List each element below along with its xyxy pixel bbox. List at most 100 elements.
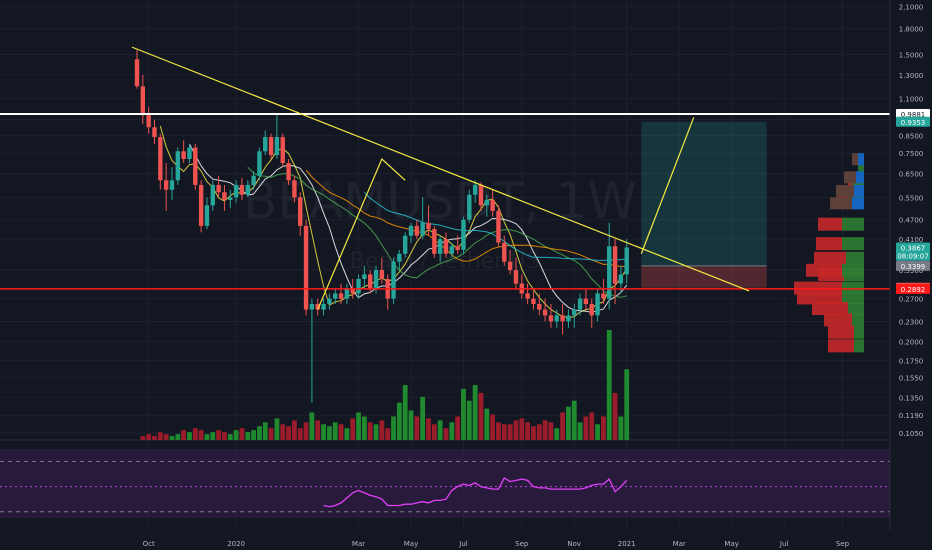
volume-bar [601,416,606,440]
vp-row-buy [846,251,864,265]
price-tick-label: 0.6500 [899,171,924,179]
candle-body [222,192,227,200]
candle-body [531,298,536,304]
drawings[interactable] [0,46,890,310]
time-tick-label: May [404,540,418,548]
candle-body [152,127,157,138]
vp-row-sell [848,178,852,192]
candle-body [618,274,624,284]
volume-bar [152,436,157,440]
candle-body [583,298,589,304]
candle-body [478,184,484,206]
vp-row-buy [852,313,864,327]
position-target-zone [641,121,767,266]
volume-bar [356,412,361,440]
candle-body [408,225,414,236]
volume-bar [455,416,461,440]
volume-bar [472,385,478,440]
volume-bar [274,418,280,440]
volume-bar [391,416,396,440]
time-tick-label: Mar [352,540,365,548]
volume-bar [554,428,560,440]
candle-body [286,163,291,181]
volume-bar [350,418,356,440]
price-tick-label: 0.2000 [899,338,924,346]
price-tick-label: 0.7500 [899,150,924,158]
vp-row-up-blue [852,197,864,210]
time-tick-label: 2020 [227,540,245,548]
vp-row-up [844,171,856,184]
volume-bar [268,428,274,440]
volume-bar [181,430,187,440]
volume-bar [198,430,204,440]
volume-bar [379,420,385,440]
candle-body [537,303,542,310]
candle-body [525,293,530,299]
time-tick-label: 2021 [618,540,636,548]
price-tick-label: 0.1050 [899,430,924,438]
candle-body [198,184,204,226]
volume-bar [566,406,571,440]
candle-body [612,246,618,284]
candle-body [490,199,495,211]
price-tag-label: 08:09:07 [897,253,928,261]
price-tick-label: 0.1550 [899,375,924,383]
candle-body [554,315,559,322]
price-tick-label: 0.2700 [899,296,924,304]
candle-body [251,175,256,185]
candle-body [175,151,181,181]
candle-body [566,315,571,322]
candle-body [362,274,367,279]
candle-body [443,239,449,254]
volume-bar [251,430,256,440]
volume-bar [560,412,565,440]
vp-row-buy [854,325,864,339]
candle-body [274,137,280,156]
volume-bar [140,436,146,440]
candle-body [169,180,175,190]
candle-body [146,115,151,128]
volume-bar [338,424,344,440]
price-tick-label: 0.3300 [899,267,924,275]
price-tick-label: 1.8000 [899,26,924,34]
candle-body [379,270,385,279]
vp-row-sell [816,237,842,251]
volume-bar [192,428,198,440]
long-position-tool[interactable] [641,121,767,288]
volume-bar [332,422,338,440]
volume-bar [408,410,414,440]
volume-bar [163,434,169,440]
candle-body [624,247,629,275]
candle-body [280,137,285,164]
price-tick-label: 0.1350 [899,394,924,402]
candle-body [327,298,332,304]
ma-line [305,169,627,267]
candle-body [572,309,577,316]
candle-body [239,184,245,195]
time-tick-label: Mar [673,540,686,548]
volume-bar [402,385,408,440]
volume-bar [466,400,472,440]
volume-bar [216,430,222,440]
price-tag-label: 0.3399 [901,263,926,271]
candle-body [356,278,361,294]
volume-bar [344,428,350,440]
candle-body [333,293,338,299]
vp-row-buy [842,217,864,231]
volume-bar [239,428,245,440]
ma-line [189,143,628,313]
volume-bar [321,424,326,440]
price-tag-resistance [896,108,930,119]
candle-body [187,147,192,159]
candle-body [315,303,320,310]
candle-body [368,274,373,289]
candle-body [496,210,501,243]
candle-body [472,184,478,195]
ma-line [247,166,627,298]
price-tick-label: 0.1750 [899,357,924,365]
volume-bar [326,426,332,440]
candle-body [181,151,186,159]
candle-body [502,242,507,262]
candle-body [513,270,519,284]
